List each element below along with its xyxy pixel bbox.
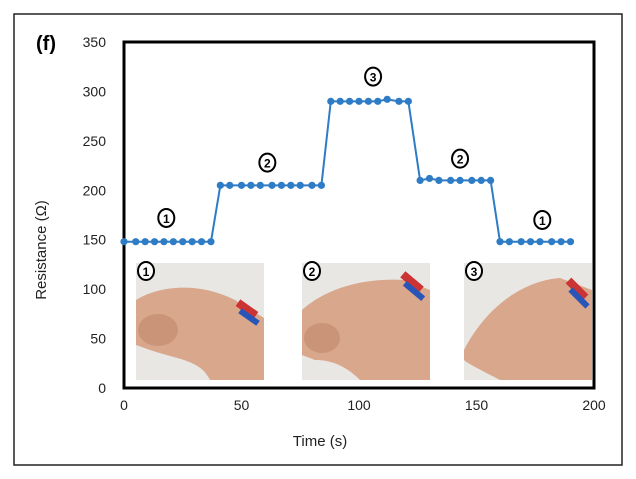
- y-axis-label: Resistance (Ω): [33, 200, 50, 300]
- data-point: [425, 174, 434, 183]
- data-point: [237, 181, 246, 189]
- step-annotation-text: 1: [163, 212, 170, 226]
- inset-label-circle: [303, 261, 321, 281]
- data-point: [435, 176, 443, 184]
- plot-area: [122, 40, 596, 390]
- inset-label-text: 2: [309, 265, 316, 279]
- inset-label-circle: [465, 261, 483, 281]
- step-annotation-text: 1: [539, 214, 546, 228]
- data-point: [566, 238, 575, 246]
- x-tick-label: 50: [234, 397, 250, 413]
- data-point: [317, 181, 325, 189]
- panel-label: (f): [36, 33, 56, 55]
- data-point: [226, 181, 234, 189]
- x-tick-label: 200: [582, 397, 606, 413]
- data-point: [179, 238, 187, 246]
- inset-labels: 1 2 3: [137, 261, 483, 281]
- data-point: [256, 181, 264, 189]
- y-tick-label: 100: [83, 281, 107, 297]
- step-annotation: 2: [451, 148, 470, 169]
- data-point: [141, 238, 149, 246]
- inset-photo-2: [302, 263, 430, 380]
- data-point: [207, 238, 215, 246]
- data-point: [355, 97, 363, 105]
- data-point: [132, 238, 140, 246]
- x-axis-label: Time (s): [293, 433, 347, 450]
- step-annotation-text: 3: [370, 71, 377, 85]
- y-tick-label: 350: [83, 34, 107, 50]
- data-point: [150, 238, 159, 246]
- data-point: [468, 176, 476, 184]
- data-point: [557, 238, 565, 246]
- data-point: [247, 181, 255, 189]
- data-point: [526, 238, 535, 246]
- step-annotation-circle: [364, 66, 383, 87]
- data-point: [188, 238, 196, 246]
- inset-label: 3: [465, 261, 483, 281]
- data-point: [517, 238, 525, 246]
- x-tick-label: 0: [120, 397, 128, 413]
- inset-label: 2: [303, 261, 321, 281]
- step-annotation: 1: [533, 209, 552, 230]
- data-point: [346, 97, 354, 105]
- data-point: [395, 97, 403, 105]
- data-point: [364, 97, 372, 105]
- data-point: [327, 97, 335, 105]
- data-point: [477, 176, 485, 184]
- data-point: [216, 181, 224, 189]
- step-annotation-circle: [533, 209, 552, 230]
- step-annotations: 1 2 3 2 1: [157, 66, 552, 230]
- step-annotation-circle: [157, 207, 176, 228]
- data-point: [505, 238, 513, 246]
- step-annotation-text: 2: [457, 153, 464, 167]
- data-point: [536, 238, 544, 246]
- data-point: [296, 181, 304, 189]
- data-point: [487, 176, 495, 184]
- y-tick-label: 150: [83, 232, 107, 248]
- y-tick-label: 250: [83, 133, 107, 149]
- data-point: [197, 238, 206, 246]
- step-annotation: 3: [364, 66, 383, 87]
- data-point: [277, 181, 286, 189]
- data-point: [456, 176, 464, 184]
- data-point: [287, 181, 295, 189]
- data-point: [496, 238, 504, 246]
- data-point: [447, 176, 455, 184]
- y-tick-label: 300: [83, 83, 107, 99]
- y-tick-labels: 0 50 100 150 200 250 300 350: [83, 34, 107, 396]
- x-tick-label: 100: [347, 397, 371, 413]
- inset-label-text: 3: [471, 265, 478, 279]
- data-point: [308, 181, 316, 189]
- figure-border: [13, 13, 623, 466]
- step-annotation: 1: [157, 207, 176, 228]
- inset-label: 1: [137, 261, 155, 281]
- y-tick-label: 50: [90, 331, 106, 347]
- inset-label-circle: [137, 261, 155, 281]
- data-point: [548, 238, 556, 246]
- step-annotation-circle: [451, 148, 470, 169]
- y-tick-label: 200: [83, 182, 107, 198]
- data-point: [169, 238, 177, 246]
- data-point: [383, 95, 391, 103]
- data-point: [374, 97, 382, 105]
- data-point: [416, 176, 424, 184]
- data-point: [404, 97, 412, 105]
- data-point: [120, 238, 128, 246]
- data-point: [268, 181, 276, 189]
- step-annotation-text: 2: [264, 157, 271, 171]
- inset-photo-1: [136, 263, 264, 380]
- series-group: [120, 95, 575, 246]
- series-line: [124, 98, 571, 243]
- step-annotation-circle: [258, 152, 277, 173]
- inset-label-text: 1: [143, 265, 150, 279]
- x-tick-label: 150: [465, 397, 489, 413]
- step-annotation: 2: [258, 152, 277, 173]
- data-point: [336, 97, 344, 105]
- y-tick-label: 0: [98, 380, 106, 396]
- x-tick-labels: 0 50 100 150 200: [120, 397, 606, 413]
- inset-photo-3: [464, 263, 592, 380]
- inset-photos: [136, 263, 592, 380]
- data-point: [160, 238, 168, 246]
